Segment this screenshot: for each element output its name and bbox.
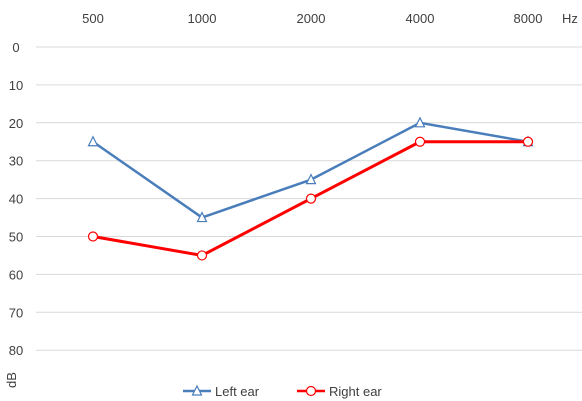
y-tick-label: 70 xyxy=(9,305,23,320)
y-tick-label: 10 xyxy=(9,78,23,93)
x-tick-labels: 500 1000 2000 4000 8000 xyxy=(82,11,542,26)
series-right-ear xyxy=(87,136,534,261)
y-tick-label: 60 xyxy=(9,267,23,282)
legend-label-right-ear: Right ear xyxy=(329,384,382,399)
series-lines xyxy=(87,116,534,261)
y-tick-label: 0 xyxy=(12,40,19,55)
data-point-circle xyxy=(196,250,208,261)
x-tick-label: 8000 xyxy=(514,11,543,26)
data-point-circle xyxy=(305,193,317,204)
x-tick-label: 4000 xyxy=(406,11,435,26)
data-point-triangle xyxy=(196,211,208,223)
data-point-triangle xyxy=(87,135,99,147)
y-tick-label: 80 xyxy=(9,343,23,358)
legend-item-right-ear: Right ear xyxy=(297,384,382,399)
data-point-circle xyxy=(522,136,534,147)
legend: Left ear Right ear xyxy=(183,384,382,399)
data-point-circle xyxy=(414,136,426,147)
x-tick-label: 500 xyxy=(82,11,104,26)
data-point-circle xyxy=(87,231,99,242)
data-point-triangle xyxy=(305,173,317,185)
y-tick-label: 20 xyxy=(9,116,23,131)
circle-icon xyxy=(305,385,317,397)
y-tick-label: 40 xyxy=(9,192,23,207)
data-point-triangle xyxy=(414,116,426,128)
y-tick-label: 30 xyxy=(9,154,23,169)
y-tick-label: 50 xyxy=(9,230,23,245)
y-tick-labels: 0 10 20 30 40 50 60 70 80 xyxy=(9,40,23,358)
x-unit-label: Hz xyxy=(562,11,578,26)
x-tick-label: 1000 xyxy=(188,11,217,26)
y-unit-label: dB xyxy=(4,372,19,388)
legend-item-left-ear: Left ear xyxy=(183,384,260,399)
x-tick-label: 2000 xyxy=(297,11,326,26)
triangle-icon xyxy=(191,384,203,396)
legend-label-left-ear: Left ear xyxy=(215,384,260,399)
series-left-ear xyxy=(87,116,534,223)
